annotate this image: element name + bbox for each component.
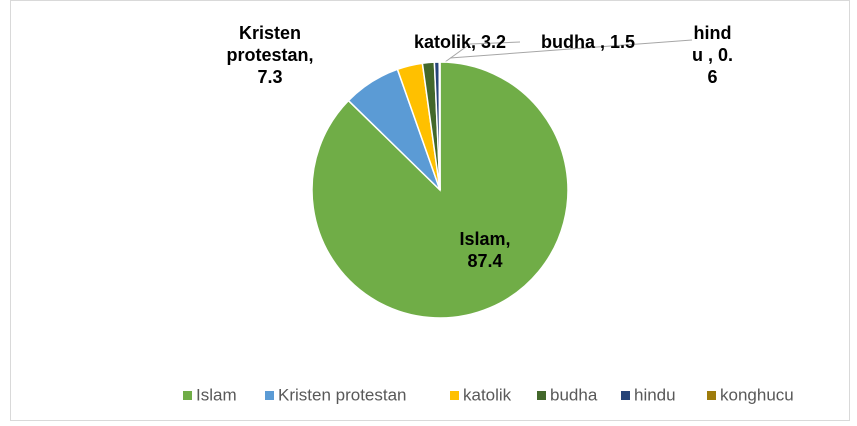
legend-marker (707, 391, 716, 400)
leader-line (449, 39, 693, 59)
legend-label: Kristen protestan (278, 385, 407, 404)
data-label: katolik, 3.2 (413, 32, 507, 52)
legend-marker (450, 391, 459, 400)
legend-label: katolik (463, 385, 512, 404)
data-label: budha , 1.5 (540, 32, 636, 52)
legend-marker (621, 391, 630, 400)
leader-line (444, 41, 521, 63)
legend-label: hindu (634, 385, 676, 404)
legend-marker (265, 391, 274, 400)
chart-border (10, 0, 850, 421)
data-label: Islam, 87.4 (459, 229, 511, 271)
legend-marker (183, 391, 192, 400)
legend-marker (537, 391, 546, 400)
data-label: Kristen protestan, 7.3 (226, 23, 314, 87)
legend-label: budha (550, 385, 598, 404)
pie-slice (438, 61, 441, 191)
legend-label: Islam (196, 385, 237, 404)
data-label: hindu , 0.6 (691, 23, 733, 87)
legend-label: konghucu (720, 385, 794, 404)
